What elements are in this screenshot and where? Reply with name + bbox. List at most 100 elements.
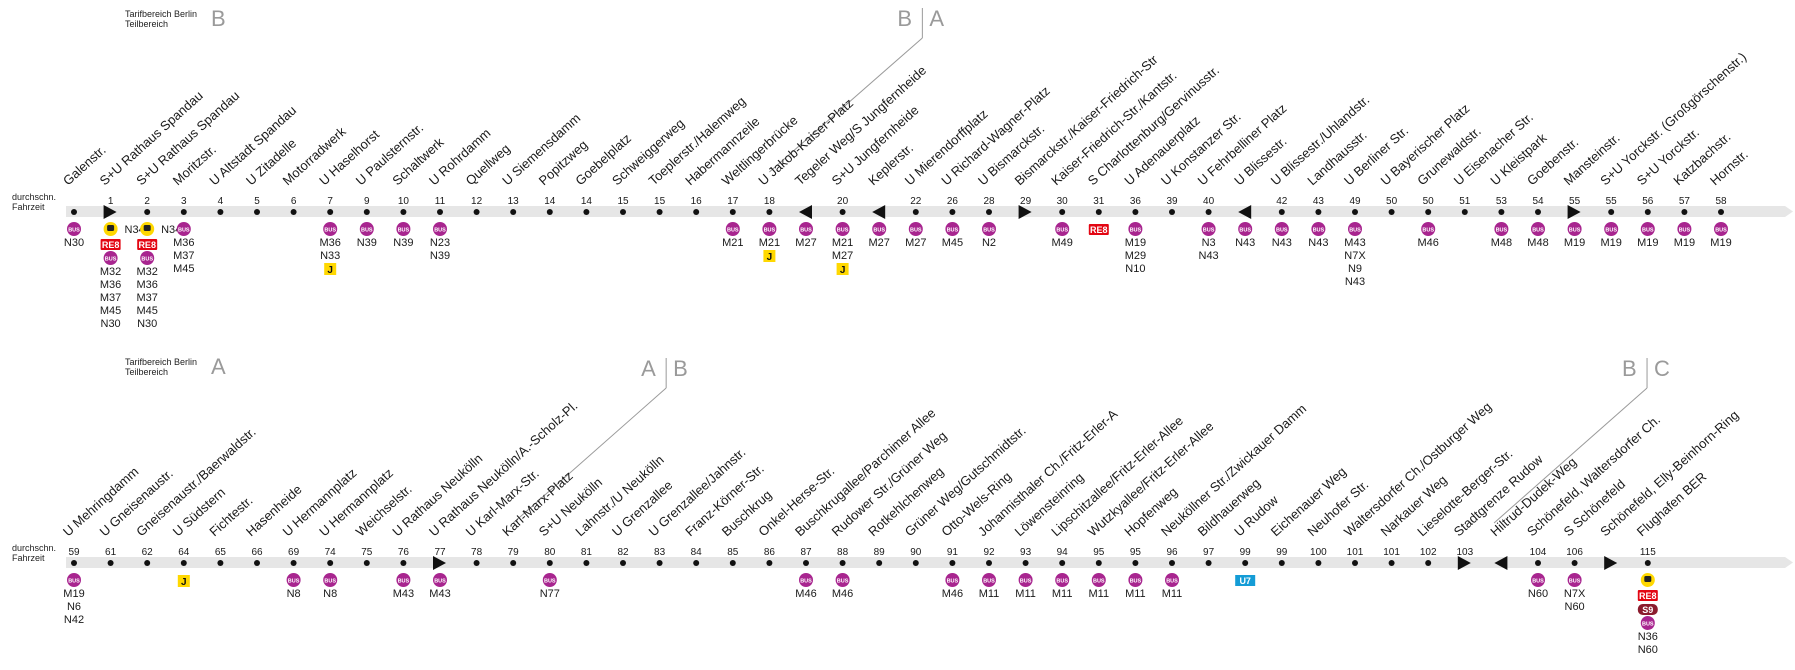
train-body-icon	[1644, 576, 1652, 582]
bus-line-number: N39	[357, 237, 377, 249]
bus-badge-label: BUS	[837, 579, 849, 585]
stop-time: 102	[1420, 547, 1437, 558]
bus-badge-label: BUS	[983, 228, 995, 234]
bus-badge-label: BUS	[434, 579, 446, 585]
stop-time: 61	[105, 547, 117, 558]
bus-line-number: M36	[100, 279, 121, 291]
stop-time: 14	[581, 196, 593, 207]
bus-badge-label: BUS	[800, 579, 812, 585]
stop-dot	[1132, 560, 1139, 566]
stop-dot	[693, 209, 700, 215]
stop-time: 87	[800, 547, 812, 558]
stop-time: 74	[325, 547, 337, 558]
stop-dot	[1498, 209, 1505, 215]
route-line-end	[1785, 557, 1793, 568]
stop-time: 1	[108, 196, 114, 207]
bus-line-number: N6	[67, 601, 81, 613]
stop-time: 51	[1459, 196, 1471, 207]
stop-dot	[912, 209, 919, 215]
stop-time: 49	[1349, 196, 1361, 207]
stop-time: 101	[1347, 547, 1364, 558]
stop-dot	[290, 560, 297, 566]
zone-boundary-bc-letter-right: C	[1654, 356, 1670, 381]
zone-boundary-ab-line	[512, 387, 667, 524]
j-ticket-badge-icon	[177, 575, 190, 587]
stop-dot	[1095, 560, 1102, 566]
re8-badge-label: RE8	[1090, 225, 1108, 235]
stop-dot	[1059, 560, 1066, 566]
stop-time: 66	[251, 547, 263, 558]
bus-badge-label: BUS	[837, 228, 849, 234]
re8-badge-label: RE8	[138, 240, 156, 250]
stop-time: 93	[1020, 547, 1032, 558]
bus-badge-icon	[908, 222, 923, 236]
zone-boundary-ba-letter-right: A	[929, 6, 945, 31]
bus-line-number: M21	[832, 237, 853, 249]
re8-badge-label: RE8	[1639, 591, 1657, 601]
bus-badge-label: BUS	[178, 228, 190, 234]
stop-dot	[1169, 560, 1175, 566]
stop-dot	[546, 560, 553, 566]
stop-dot	[1608, 209, 1615, 215]
bus-badge-icon	[1091, 573, 1106, 587]
bus-line-number: M21	[759, 237, 780, 249]
bus-badge-label: BUS	[141, 257, 153, 263]
bus-line-number: M32	[136, 266, 157, 278]
duration-sublabel: Fahrzeit	[12, 202, 45, 212]
bus-line-number: N23	[430, 237, 450, 249]
bus-line-number: M46	[832, 588, 853, 600]
stop-time: 59	[68, 547, 80, 558]
stop-dot	[986, 560, 992, 566]
stop-time: 26	[947, 196, 959, 207]
u7-badge-label: U7	[1239, 576, 1251, 586]
zone-boundary-bc-letter-left: B	[1622, 356, 1637, 381]
stop-time: 92	[983, 547, 995, 558]
stop-dot	[510, 209, 517, 215]
stop-dot	[912, 560, 919, 566]
bus-line-number: M19	[1710, 237, 1731, 249]
direction-arrow-left-icon	[1238, 205, 1252, 219]
stop-dot	[803, 560, 809, 566]
bus-badge-label: BUS	[1056, 579, 1068, 585]
stop-time: 31	[1093, 196, 1105, 207]
tarif-label: Tarifbereich Berlin	[125, 357, 198, 367]
zone-boundary-ab-letter-left: A	[641, 356, 656, 381]
stop-time: 104	[1530, 547, 1547, 558]
bus-line-number: N2	[982, 237, 996, 249]
bus-badge-label: BUS	[1349, 228, 1361, 234]
stop-dot	[1315, 560, 1322, 566]
bus-badge-icon	[1494, 222, 1509, 236]
j-badge-label: J	[181, 577, 187, 588]
direction-arrow-left-icon	[872, 205, 886, 219]
stop-time: 76	[398, 547, 410, 558]
stop-time: 15	[617, 196, 629, 207]
stop-time: 88	[837, 547, 849, 558]
bus-line-number: M37	[173, 250, 194, 262]
stop-time: 5	[254, 196, 260, 207]
bus-line-number: N7X	[1564, 588, 1586, 600]
bus-badge-label: BUS	[910, 228, 922, 234]
stop-time: 95	[1130, 547, 1142, 558]
stop-dot	[583, 209, 590, 215]
stop-time: 115	[1640, 547, 1656, 558]
bus-line-number: M45	[173, 263, 194, 275]
bus-line-number: N43	[1345, 276, 1365, 288]
bus-badge-label: BUS	[1569, 579, 1581, 585]
stop-dot	[1278, 560, 1285, 566]
bus-badge-icon	[1640, 222, 1655, 236]
bus-badge-icon	[1274, 222, 1289, 236]
stop-time: 97	[1203, 547, 1215, 558]
stop-time: 103	[1456, 547, 1473, 558]
duration-sublabel: Fahrzeit	[12, 553, 45, 563]
stop-time: 42	[1276, 196, 1288, 207]
direction-arrow-right-icon	[103, 205, 117, 219]
bus-badge-label: BUS	[1130, 579, 1142, 585]
stop-time: 100	[1310, 547, 1327, 558]
stop-time: 55	[1606, 196, 1618, 207]
stop-time: 54	[1532, 196, 1544, 207]
bus-badge-icon	[542, 573, 557, 587]
bus-badge-icon	[433, 573, 447, 587]
stop-time: 56	[1642, 196, 1654, 207]
bus-line-number: M19	[1564, 237, 1585, 249]
